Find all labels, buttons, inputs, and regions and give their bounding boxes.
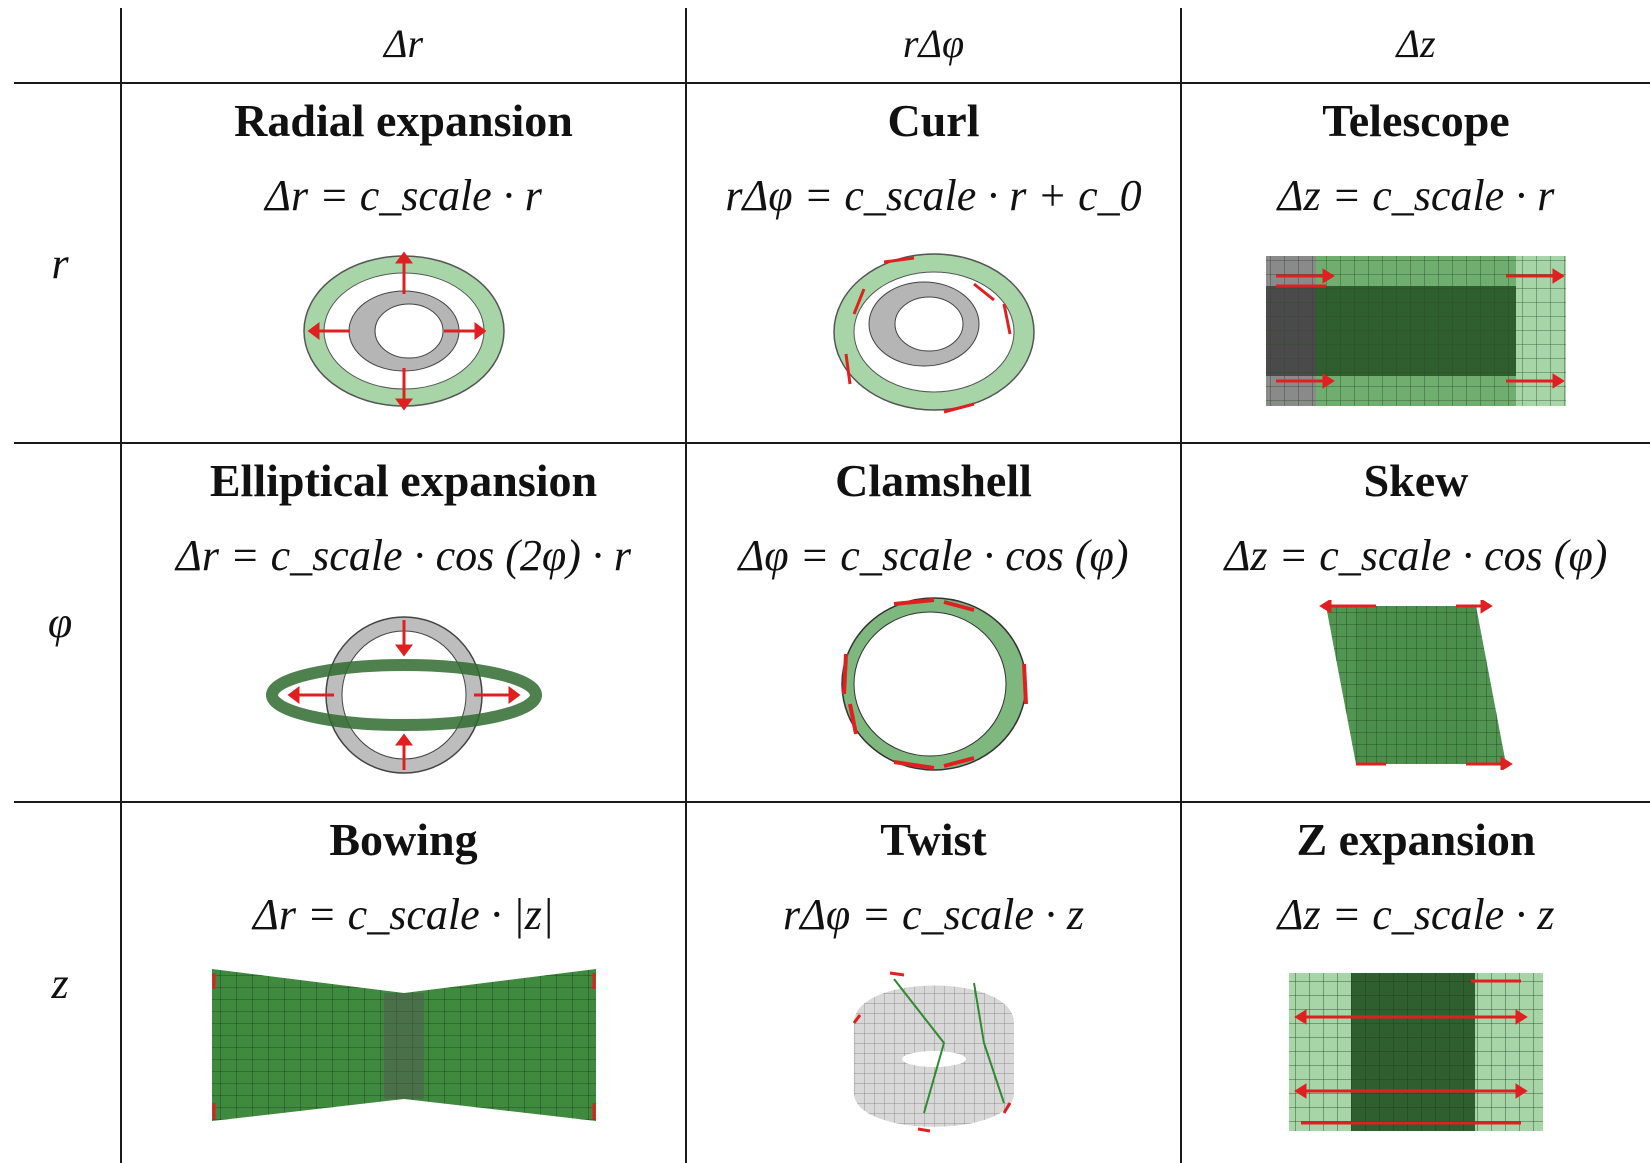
cell-formula: rΔφ = c_scale · z (782, 890, 1085, 939)
grid-horizontal-line-1 (14, 82, 1650, 84)
grid-horizontal-line-2 (14, 442, 1650, 444)
cell-telescope: Telescope Δz = c_scale · r (1182, 84, 1650, 442)
column-header-r-delta-phi: rΔφ (902, 20, 965, 66)
grid-horizontal-line-3 (14, 801, 1650, 803)
cell-radial-expansion: Radial expansion Δr = c_scale · r (122, 84, 685, 442)
grid-vertical-line-3 (1180, 8, 1182, 1163)
grid-vertical-line-2 (685, 8, 687, 1163)
z-expansion-illustration (1182, 967, 1650, 1137)
cell-bowing: Bowing Δr = c_scale · |z| (122, 803, 685, 1163)
cell-formula: Δz = c_scale · r (1277, 171, 1555, 220)
cell-twist: Twist rΔφ = c_scale · z (687, 803, 1180, 1163)
cell-formula: Δr = c_scale · |z| (253, 890, 554, 939)
column-header-delta-r: Δr (383, 20, 424, 66)
cell-formula: Δz = c_scale · cos (φ) (1224, 531, 1608, 580)
row-header-phi: φ (47, 598, 73, 647)
cell-curl: Curl rΔφ = c_scale · r + c_0 (687, 84, 1180, 442)
cell-title: Curl (887, 95, 980, 146)
cell-title: Twist (880, 814, 987, 865)
twist-illustration (687, 963, 1180, 1143)
cell-title: Z expansion (1296, 814, 1536, 865)
skew-illustration (1182, 600, 1650, 770)
curl-illustration (687, 244, 1180, 419)
elliptical-expansion-illustration (122, 610, 685, 780)
cell-title: Skew (1363, 455, 1469, 506)
radial-expansion-illustration (122, 246, 685, 416)
telescope-illustration (1182, 246, 1650, 416)
cell-title: Bowing (329, 814, 478, 865)
row-header-r: r (51, 238, 69, 288)
cell-formula: Δz = c_scale · z (1277, 890, 1555, 939)
cell-z-expansion: Z expansion Δz = c_scale · z (1182, 803, 1650, 1163)
cell-title: Radial expansion (234, 95, 573, 146)
cell-title: Clamshell (835, 455, 1032, 506)
cell-title: Elliptical expansion (209, 455, 598, 506)
cell-formula: Δr = c_scale · cos (2φ) · r (176, 531, 631, 580)
grid-vertical-line-1 (120, 8, 122, 1163)
cell-clamshell: Clamshell Δφ = c_scale · cos (φ) (687, 444, 1180, 801)
bowing-illustration (122, 963, 685, 1128)
cell-formula: Δr = c_scale · r (265, 171, 542, 220)
cell-formula: rΔφ = c_scale · r + c_0 (725, 171, 1142, 220)
clamshell-illustration (687, 594, 1180, 774)
column-header-delta-z: Δz (1396, 20, 1436, 66)
row-header-z: z (51, 958, 69, 1008)
cell-title: Telescope (1322, 95, 1510, 146)
cell-formula: Δφ = c_scale · cos (φ) (738, 531, 1129, 580)
cell-elliptical-expansion: Elliptical expansion Δr = c_scale · cos … (122, 444, 685, 801)
cell-skew: Skew Δz = c_scale · cos (φ) (1182, 444, 1650, 801)
